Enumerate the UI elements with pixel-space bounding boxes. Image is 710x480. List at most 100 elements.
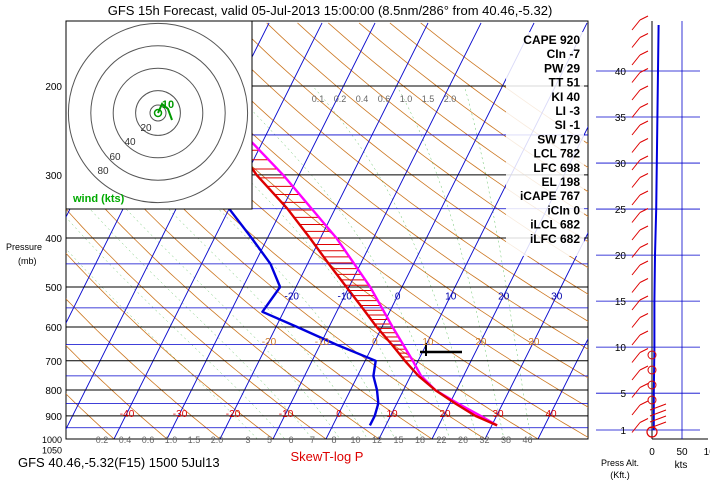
temperature-tick: -20 bbox=[284, 292, 299, 303]
calm-wind-marker bbox=[647, 380, 657, 390]
wind-barb-flag bbox=[639, 208, 649, 213]
hodograph-center-label: 10 bbox=[162, 99, 174, 111]
wind-barb-flag bbox=[639, 400, 649, 406]
temperature-tick: 20 bbox=[498, 292, 510, 303]
dry-adiabat bbox=[204, 22, 588, 322]
calm-wind-marker bbox=[647, 395, 657, 405]
wind-barb-flag bbox=[639, 383, 649, 388]
temperature-tick: 0 bbox=[336, 409, 342, 420]
isotherm bbox=[272, 22, 482, 439]
hodograph-ring-label: 40 bbox=[124, 137, 136, 148]
wind-barb bbox=[631, 247, 641, 258]
wind-barb bbox=[631, 422, 641, 433]
mixing-ratio-label: 0.6 bbox=[142, 435, 155, 445]
index-name: KI bbox=[551, 90, 563, 104]
surface-barb bbox=[649, 421, 667, 429]
wind-barb bbox=[631, 107, 641, 118]
axis-labels: 20030040050060070080090010001050Pressure… bbox=[6, 82, 563, 456]
isotherm bbox=[325, 22, 535, 439]
speed-tick: 100 bbox=[704, 447, 710, 458]
index-ilfc: iLFC 682 bbox=[530, 232, 580, 246]
altitude-tick: 1 bbox=[620, 426, 626, 437]
mixing-ratio-label: 18 bbox=[415, 435, 425, 445]
index-name: iCIn bbox=[547, 203, 570, 217]
calm-wind-marker bbox=[647, 365, 657, 375]
x-axis-label: SkewT-log P bbox=[291, 449, 364, 464]
pressure-tick: 300 bbox=[45, 171, 62, 182]
mixing-ratio-label: 1.0 bbox=[400, 94, 413, 104]
mixing-ratio-label: 12 bbox=[372, 435, 382, 445]
index-value: 682 bbox=[557, 232, 581, 246]
wind-barb bbox=[631, 229, 641, 241]
wind-barb bbox=[631, 317, 641, 328]
wind-barb bbox=[631, 37, 641, 48]
wind-barb bbox=[631, 159, 641, 171]
index-value: -7 bbox=[566, 47, 580, 61]
speed-tick: 50 bbox=[676, 447, 688, 458]
mixing-ratio-label: 0.2 bbox=[334, 94, 347, 104]
hodograph-ring-inner bbox=[149, 104, 167, 122]
footer-label: GFS 40.46,-5.32(F15) 1500 5Jul13 bbox=[18, 455, 220, 470]
pressure-tick: 1000 bbox=[42, 435, 62, 445]
moist-adiabat bbox=[464, 85, 532, 439]
wind-barb bbox=[631, 404, 641, 416]
pressure-tick: 800 bbox=[45, 386, 62, 397]
wind-barb bbox=[631, 177, 641, 188]
index-value: -1 bbox=[566, 118, 580, 132]
wind-barb bbox=[631, 54, 641, 66]
wind-barb bbox=[631, 212, 641, 223]
wind-barb-flag bbox=[639, 50, 649, 56]
isotherm bbox=[484, 231, 588, 439]
pressure-tick: 1050 bbox=[42, 446, 62, 456]
dry-adiabat bbox=[174, 22, 588, 350]
pressure-tick: 900 bbox=[45, 412, 62, 423]
mixing-ratio-label: 0.1 bbox=[312, 94, 325, 104]
index-name: CIn bbox=[547, 47, 566, 61]
isotherm bbox=[113, 22, 323, 439]
altitude-tick: 35 bbox=[615, 113, 627, 124]
index-value: 698 bbox=[557, 161, 581, 175]
altitude-tick: 25 bbox=[615, 205, 627, 216]
wind-barb-flag bbox=[639, 68, 649, 73]
index-value: -3 bbox=[566, 104, 580, 118]
wind-barb-flag bbox=[639, 190, 649, 196]
wind-barb-flag bbox=[639, 295, 649, 301]
hodograph-origin bbox=[153, 108, 163, 118]
pressure-tick: 400 bbox=[45, 234, 62, 245]
wind-speed-line bbox=[652, 24, 660, 430]
mixing-ratio-label: 26 bbox=[458, 435, 468, 445]
index-name: iLCL bbox=[530, 218, 556, 232]
temperature-tick: 30 bbox=[492, 409, 504, 420]
mixing-ratio-label: 0.2 bbox=[96, 435, 109, 445]
index-icape: iCAPE 767 bbox=[520, 189, 580, 203]
temperature-tick: 10 bbox=[445, 292, 457, 303]
hodograph-ring bbox=[112, 67, 204, 159]
index-pw: PW 29 bbox=[544, 61, 580, 75]
index-tt: TT 51 bbox=[549, 76, 581, 90]
index-value: 40 bbox=[563, 90, 580, 104]
index-icin: iCIn 0 bbox=[547, 203, 580, 217]
wind-barb-flag bbox=[639, 85, 649, 91]
hodograph-ring bbox=[135, 90, 181, 136]
wind-barb-flag bbox=[639, 260, 649, 266]
wind-barb bbox=[631, 89, 641, 101]
index-el: EL 198 bbox=[542, 175, 581, 189]
speed-tick: 0 bbox=[649, 447, 655, 458]
altitude-axis-label-unit: (Kft.) bbox=[610, 470, 630, 480]
surface-barb bbox=[649, 403, 667, 411]
temperature-tick: -30 bbox=[173, 409, 188, 420]
y-axis-label-unit: (mb) bbox=[18, 256, 37, 266]
wind-barb bbox=[631, 142, 641, 153]
index-lcl: LCL 782 bbox=[534, 147, 581, 161]
wind-barb-flag bbox=[639, 348, 649, 353]
wind-barb-flag bbox=[639, 173, 649, 178]
index-ilcl: iLCL 682 bbox=[530, 218, 580, 232]
mixing-ratio-label: 46 bbox=[522, 435, 532, 445]
indices-background bbox=[506, 32, 584, 256]
isotherm bbox=[0, 23, 4, 450]
mixing-ratio-label: 1.5 bbox=[188, 435, 201, 445]
altitude-tick: 10 bbox=[615, 343, 627, 354]
mixing-ratio-label: 0.4 bbox=[356, 94, 369, 104]
